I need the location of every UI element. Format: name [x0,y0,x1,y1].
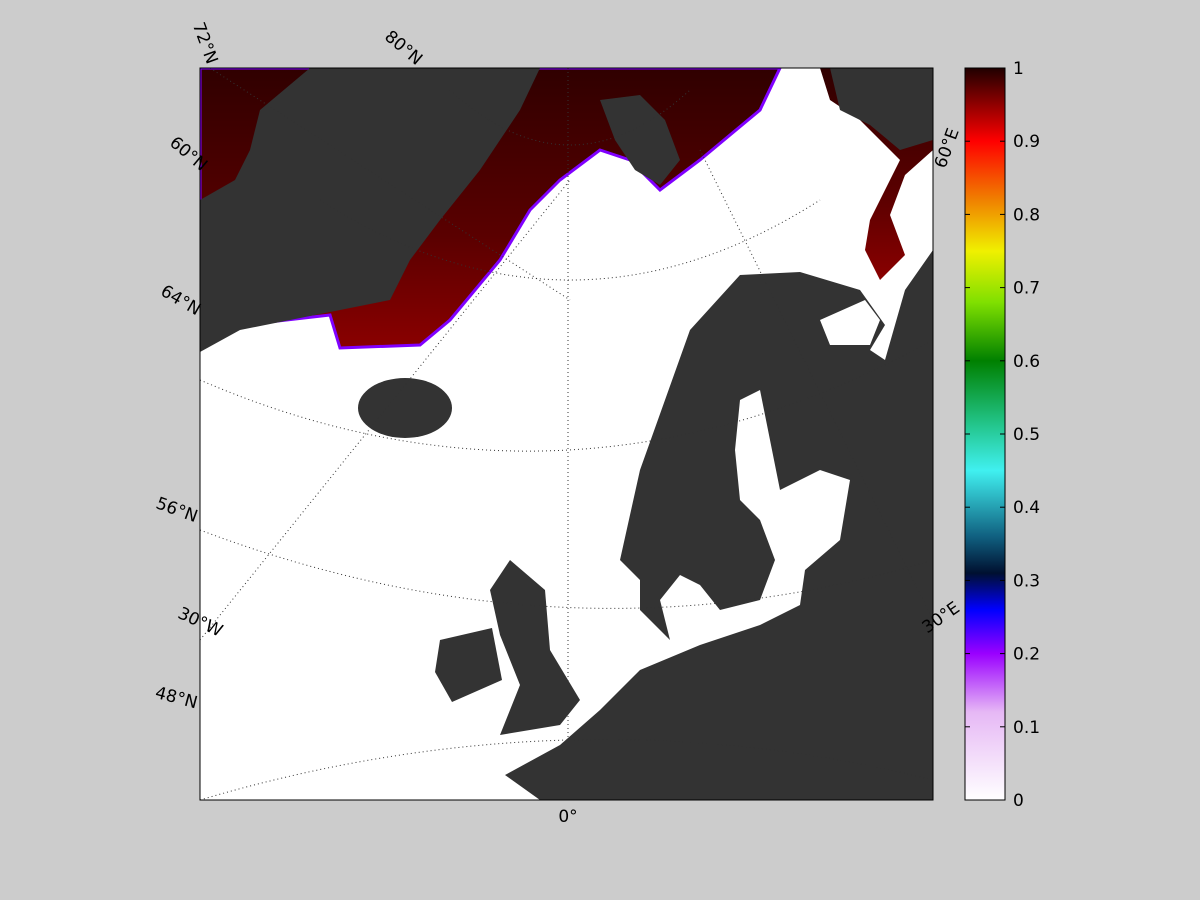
svalbard [600,95,680,185]
colorbar-tick-label: 0 [1013,791,1024,811]
colorbar-tick-label: 0.1 [1013,718,1040,738]
novaya-zemlya [830,68,933,150]
colorbar-tick-label: 0.6 [1013,352,1040,372]
colorbar-tick-label: 0.8 [1013,205,1040,225]
graticule [200,739,933,800]
great-britain [490,560,580,735]
colorbar-tick-label: 0.4 [1013,498,1040,518]
colorbar-tick-label: 0.9 [1013,132,1040,152]
graticule-label: 64°N [157,281,204,320]
graticule-label: 60°E [931,126,964,171]
graticule [200,339,933,452]
graticule-label: 56°N [153,494,200,527]
graticule [200,529,933,609]
iceland [358,378,452,438]
colorbar-tick-label: 0.2 [1013,645,1040,665]
ireland [435,628,502,702]
graticule [209,68,571,301]
colorbar-ticks: 0 0.1 0.2 0.3 0.4 0.5 0.6 0.7 0.8 0.9 1 [965,59,1040,811]
colorbar-tick-label: 0.3 [1013,571,1040,591]
scandinavia-europe [505,250,933,800]
graticule-label: 0° [558,807,577,827]
graticule-label: 80°N [380,27,426,70]
graticule [319,199,821,281]
white-sea [820,300,880,345]
graticule-label: 48°N [153,683,200,713]
map-frame [199,67,934,801]
colorbar [964,67,1006,801]
colorbar-tick-label: 1 [1013,59,1024,79]
colorbar-tick-label: 0.5 [1013,425,1040,445]
colorbar-tick-label: 0.7 [1013,279,1040,299]
greenland [200,68,540,352]
graticule-label: 72°N [188,20,221,67]
map-area [200,68,933,800]
